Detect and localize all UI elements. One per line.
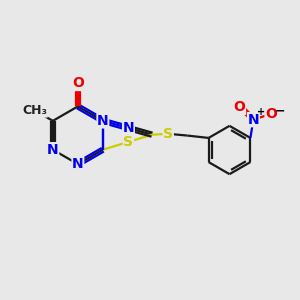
Text: S: S [163,127,173,141]
Text: −: − [274,105,285,118]
Text: S: S [123,135,134,149]
Text: O: O [265,107,277,122]
Text: N: N [123,121,134,135]
Text: N: N [47,143,59,157]
Text: CH₃: CH₃ [22,104,47,117]
Text: N: N [72,157,84,171]
Text: O: O [72,76,84,91]
Text: O: O [234,100,245,114]
Text: N: N [97,114,109,128]
Text: N: N [248,113,259,127]
Text: +: + [257,107,265,117]
